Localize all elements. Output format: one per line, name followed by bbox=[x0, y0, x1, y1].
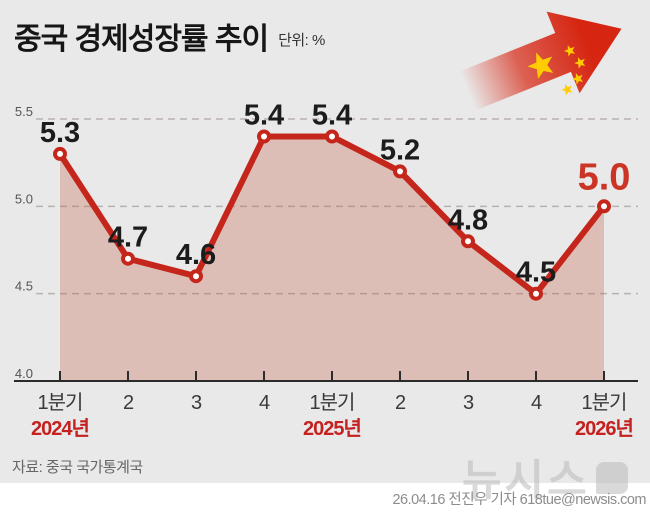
value-label: 5.2 bbox=[380, 134, 420, 166]
x-tick-label: 2 bbox=[395, 392, 406, 414]
x-tick-label: 4 bbox=[531, 392, 542, 414]
y-tick-label: 4.0 bbox=[15, 366, 33, 381]
data-point bbox=[597, 199, 611, 214]
x-tick-label: 1분기 bbox=[310, 391, 355, 414]
y-tick-label: 5.0 bbox=[15, 191, 33, 206]
data-point bbox=[189, 269, 203, 284]
data-point bbox=[461, 234, 475, 249]
flag-star-small-2 bbox=[574, 57, 586, 69]
value-label: 4.8 bbox=[448, 204, 488, 236]
line-chart: 4.0 4.5 5.0 5.5 5.3 4.7 4.6 5.4 5.4 5.2 4.8 4.5 5.0 1… bbox=[14, 100, 638, 440]
data-point bbox=[325, 129, 339, 144]
data-point bbox=[393, 164, 407, 179]
flag-arrow-group bbox=[459, 11, 622, 111]
value-label: 5.3 bbox=[40, 117, 80, 149]
data-point bbox=[53, 146, 67, 161]
year-label: 2025년 bbox=[303, 417, 361, 440]
source-label: 자료: 중국 국가통계국 bbox=[12, 459, 143, 476]
china-flag-arrow-icon bbox=[459, 11, 622, 111]
value-label: 4.7 bbox=[108, 222, 148, 254]
flag-star-small-4 bbox=[561, 83, 573, 96]
data-point bbox=[257, 129, 271, 144]
page-title: 중국 경제성장률 추이 bbox=[14, 23, 269, 56]
x-tick-label: 3 bbox=[191, 392, 202, 414]
x-tick-label: 4 bbox=[259, 392, 270, 414]
watermark-logo-box bbox=[595, 462, 628, 494]
year-label: 2026년 bbox=[575, 417, 633, 440]
value-label: 4.5 bbox=[516, 257, 556, 289]
flag-star-small-1 bbox=[563, 45, 576, 57]
flag-star-small-3 bbox=[572, 73, 584, 85]
data-point bbox=[121, 251, 135, 266]
value-label: 4.6 bbox=[176, 239, 216, 271]
area-fill bbox=[60, 136, 604, 381]
newsis-watermark: 뉴시스 bbox=[462, 446, 628, 508]
y-tick-label: 4.5 bbox=[15, 279, 33, 294]
footer-strip bbox=[0, 483, 650, 517]
value-label: 5.0 bbox=[578, 156, 631, 198]
credit-line: 26.04.16 전진우 기자 618tue@newsis.com bbox=[392, 492, 646, 508]
data-point bbox=[529, 286, 543, 301]
x-tick-label: 1분기 bbox=[582, 391, 627, 414]
header: 중국 경제성장률 추이 단위: % bbox=[14, 14, 325, 58]
y-tick-label: 5.5 bbox=[15, 104, 33, 119]
year-label: 2024년 bbox=[31, 417, 89, 440]
value-label: 5.4 bbox=[312, 100, 352, 132]
value-label: 5.4 bbox=[244, 100, 284, 132]
x-tick-label: 1분기 bbox=[38, 391, 83, 414]
flag-star-large bbox=[527, 52, 554, 80]
x-tick-label: 3 bbox=[463, 392, 474, 414]
x-tick-label: 2 bbox=[123, 392, 134, 414]
watermark-text: 뉴시스 bbox=[462, 457, 590, 505]
unit-label: 단위: % bbox=[278, 32, 325, 49]
